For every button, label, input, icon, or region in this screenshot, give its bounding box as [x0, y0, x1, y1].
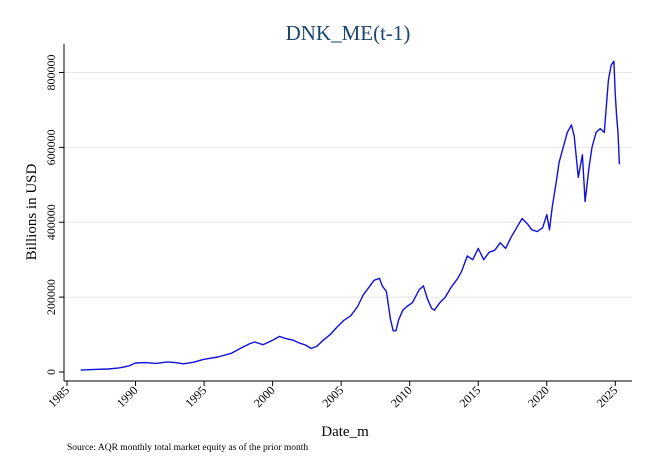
- x-axis-label: Date_m: [321, 424, 369, 440]
- y-axis-label: Billions in USD: [24, 163, 40, 260]
- y-tick-label: 400000: [44, 204, 58, 240]
- y-tick-label: 0: [44, 369, 58, 375]
- series-line: [80, 60, 621, 371]
- grid-lines: [64, 71, 632, 298]
- y-tick-label: 200000: [44, 279, 58, 315]
- source-note: Source: AQR monthly total market equity …: [67, 442, 308, 453]
- y-axis-ticks: 0 200000 400000 600000 800000: [44, 54, 64, 375]
- chart-title: DNK_ME(t-1): [286, 21, 411, 45]
- y-tick-label: 600000: [44, 129, 58, 165]
- y-tick-label: 800000: [44, 54, 58, 90]
